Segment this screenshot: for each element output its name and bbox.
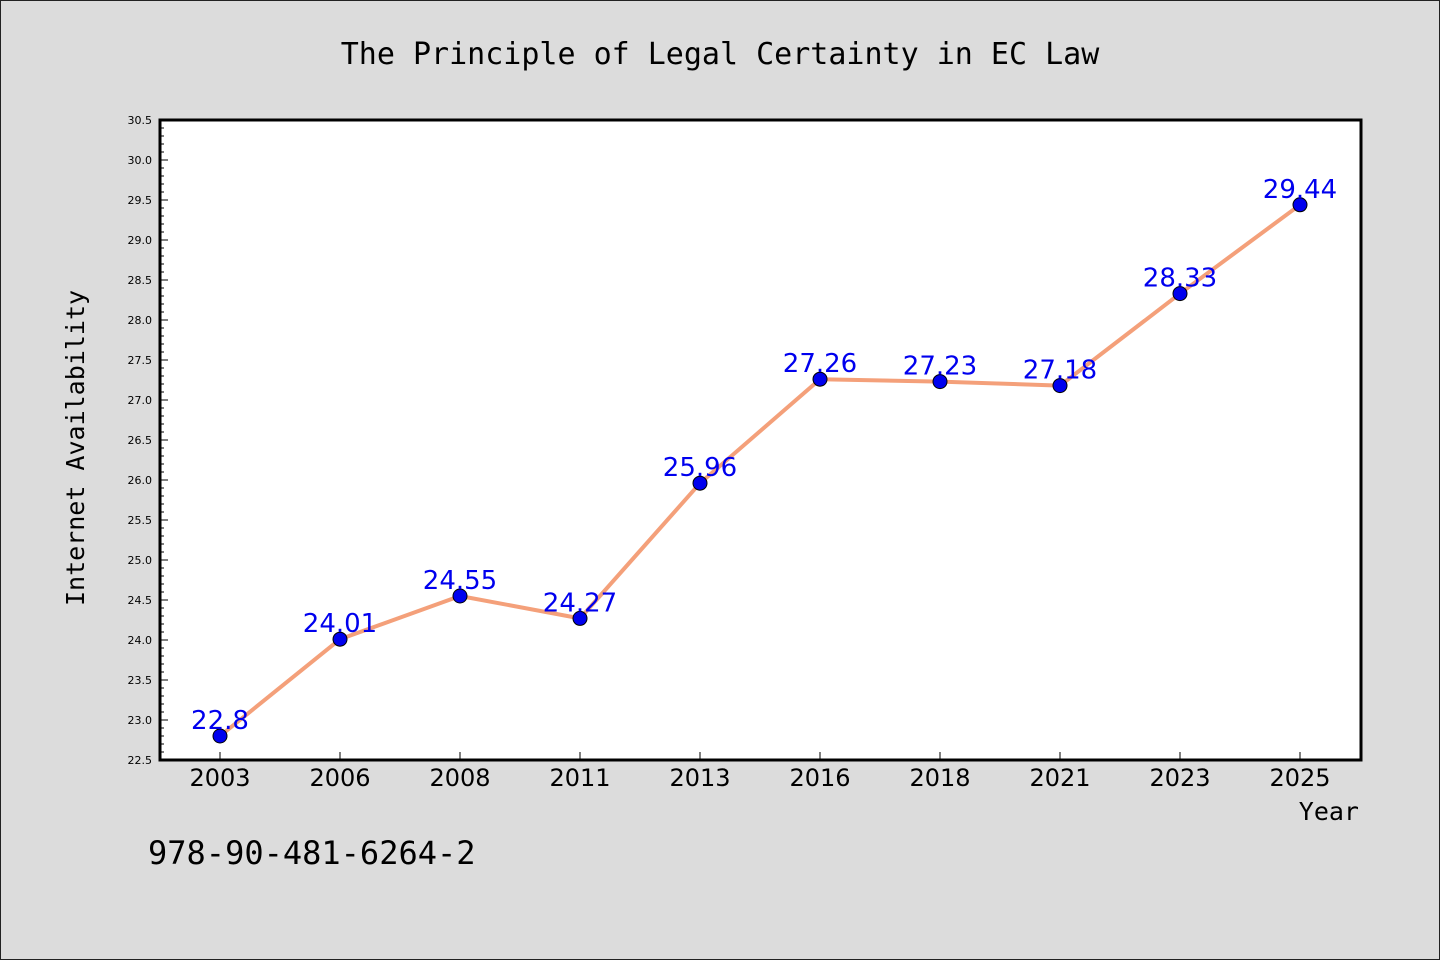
y-tick-label: 30.0	[128, 154, 153, 167]
y-tick-label: 28.0	[128, 314, 153, 327]
data-point	[692, 475, 708, 491]
chart-title: The Principle of Legal Certainty in EC L…	[341, 37, 1101, 72]
y-tick-label: 26.5	[128, 434, 153, 447]
series-layer: 22.8 24.01 24.55 24.27 25.96 27.26 27.23 27.18 2…	[191, 175, 1337, 744]
data-label: 27.18	[1023, 356, 1097, 386]
x-tick-label: 2013	[669, 764, 730, 792]
data-label: 28.33	[1143, 264, 1217, 294]
isbn-label: 978-90-481-6264-2	[148, 834, 476, 872]
x-tick-label: 2018	[909, 764, 970, 792]
data-label: 24.27	[543, 588, 617, 618]
data-point	[1052, 378, 1068, 394]
x-tick-label: 2006	[309, 764, 370, 792]
y-tick-label: 28.5	[128, 274, 153, 287]
y-tick-label: 29.0	[128, 234, 153, 247]
data-label: 22.8	[191, 706, 249, 736]
plot-area	[160, 120, 1361, 760]
y-tick-label: 22.5	[128, 754, 153, 767]
data-label: 27.26	[783, 349, 857, 379]
data-label: 25.96	[663, 453, 737, 483]
y-tick-label: 25.0	[128, 554, 153, 567]
x-tick-label: 2008	[429, 764, 490, 792]
plot-border	[158, 118, 1363, 762]
data-point	[572, 610, 588, 626]
x-axis-title: Year	[1299, 797, 1359, 826]
y-tick-label: 24.5	[128, 594, 153, 607]
data-point	[452, 588, 468, 604]
x-tick-label: 2023	[1149, 764, 1210, 792]
y-axis-title: Internet Availability	[61, 290, 90, 606]
data-point	[1292, 197, 1308, 213]
data-point	[332, 631, 348, 647]
series-line	[218, 202, 1302, 738]
data-point	[1172, 286, 1188, 302]
data-point	[932, 374, 948, 390]
data-label: 29.44	[1263, 175, 1337, 205]
data-point	[212, 728, 228, 744]
data-label: 24.01	[303, 609, 377, 639]
data-label: 27.23	[903, 352, 977, 382]
x-tick-label: 2021	[1029, 764, 1090, 792]
y-tick-label: 27.5	[128, 354, 153, 367]
y-tick-label: 27.0	[128, 394, 153, 407]
x-tick-label: 2011	[549, 764, 610, 792]
x-tick-label: 2003	[189, 764, 250, 792]
y-tick-label: 23.5	[128, 674, 153, 687]
y-tick-label: 24.0	[128, 634, 153, 647]
x-tick-label: 2025	[1269, 764, 1330, 792]
data-point	[812, 371, 828, 387]
y-tick-label: 26.0	[128, 474, 153, 487]
y-tick-label: 29.5	[128, 194, 153, 207]
data-label: 24.55	[423, 566, 497, 596]
y-tick-label: 30.5	[128, 114, 153, 127]
y-axis: 22.5 23.0 23.5 24.0 24.5 25.0 25.5 26.0 26.5 27.0…	[128, 114, 168, 767]
y-tick-label: 23.0	[128, 714, 153, 727]
y-tick-label: 25.5	[128, 514, 153, 527]
x-tick-label: 2016	[789, 764, 850, 792]
